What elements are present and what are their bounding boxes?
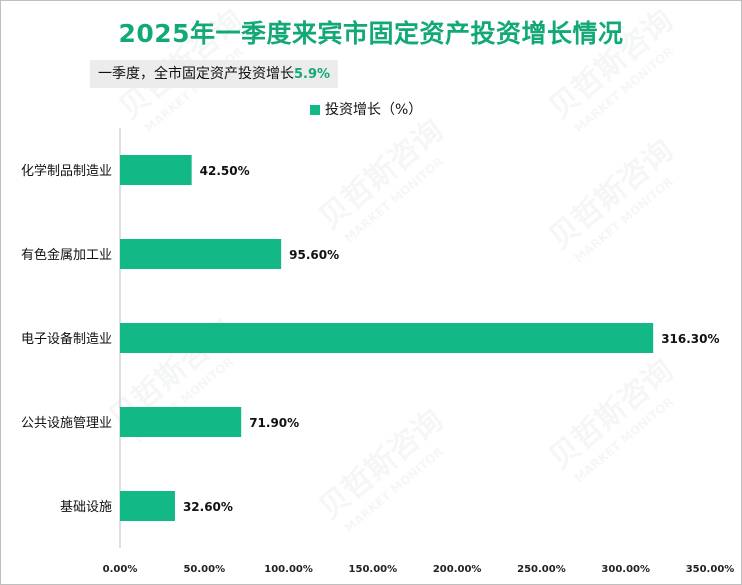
x-tick-labels: 0.00% 50.00% 100.00% 150.00% 200.00% 250.00% 3… [103,564,735,575]
bar [120,407,242,437]
x-tick-label: 350.00% [686,564,735,575]
x-tick-label: 50.00% [183,564,225,575]
category-label: 电子设备制造业 [21,331,112,347]
category-label: 公共设施管理业 [21,416,112,431]
chart-title: 2025年一季度来宾市固定资产投资增长情况 [118,19,624,48]
bar [120,239,282,269]
data-label: 32.60% [183,500,233,514]
legend-label: 投资增长（%） [325,102,423,118]
category-label: 基础设施 [60,500,112,515]
summary-note: 一季度，全市固定资产投资增长5.9% [90,60,339,88]
bar [120,155,192,185]
x-tick-label: 200.00% [433,564,482,575]
data-label: 95.60% [289,248,339,262]
bar [120,323,654,353]
data-label: 316.30% [661,332,719,346]
data-labels: 42.50% 95.60% 316.30% 71.90% 32.60% [183,164,720,514]
summary-note-label: 一季度，全市固定资产投资增长 [98,66,294,82]
legend: 投资增长（%） [310,100,422,120]
legend-swatch [310,105,320,115]
category-label: 化学制品制造业 [21,163,112,179]
x-tick-label: 250.00% [517,564,566,575]
summary-note-value: 5.9% [294,67,331,82]
data-label: 42.50% [200,164,250,178]
bars-group [120,155,654,521]
x-tick-label: 300.00% [601,564,650,575]
data-label: 71.90% [249,416,299,430]
bar [120,491,175,521]
category-label: 有色金属加工业 [21,247,112,263]
x-tick-label: 100.00% [264,564,313,575]
x-tick-label: 0.00% [103,564,138,575]
x-tick-label: 150.00% [349,564,398,575]
